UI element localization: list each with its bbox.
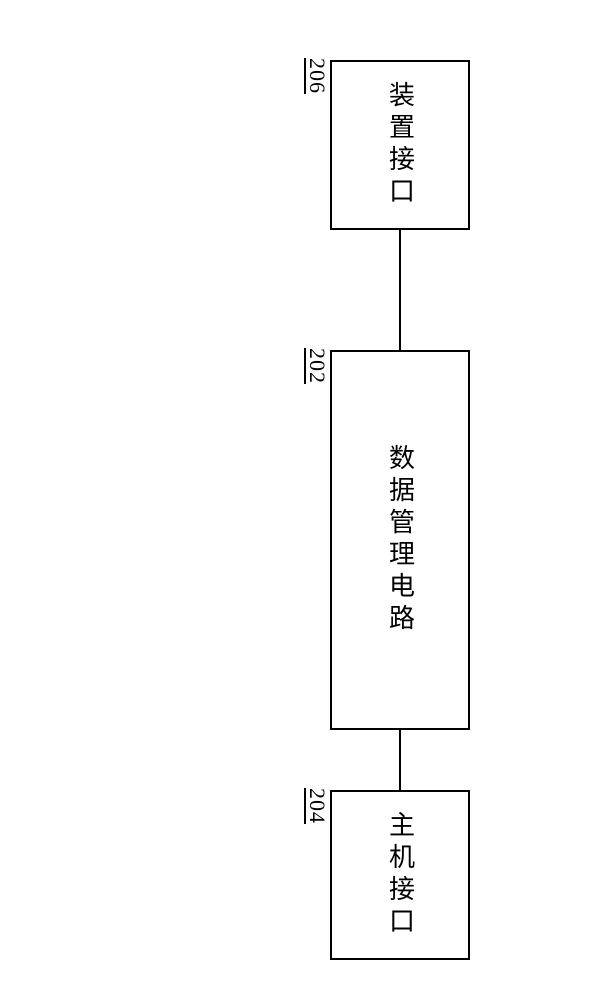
connector-bottom — [399, 730, 401, 790]
box-device-interface: 装置接口 — [330, 60, 470, 230]
ref-host-interface: 204 — [304, 788, 330, 824]
box-host-interface: 主机接口 — [330, 790, 470, 960]
label-data-management-circuit: 数据管理电路 — [382, 444, 419, 636]
box-data-management-circuit: 数据管理电路 — [330, 350, 470, 730]
ref-device-interface: 206 — [304, 58, 330, 94]
label-device-interface: 装置接口 — [382, 81, 419, 209]
connector-top — [399, 230, 401, 350]
ref-data-management-circuit: 202 — [304, 348, 330, 384]
diagram-canvas: 装置接口 206 数据管理电路 202 主机接口 204 — [0, 0, 594, 1000]
label-host-interface: 主机接口 — [382, 811, 419, 939]
